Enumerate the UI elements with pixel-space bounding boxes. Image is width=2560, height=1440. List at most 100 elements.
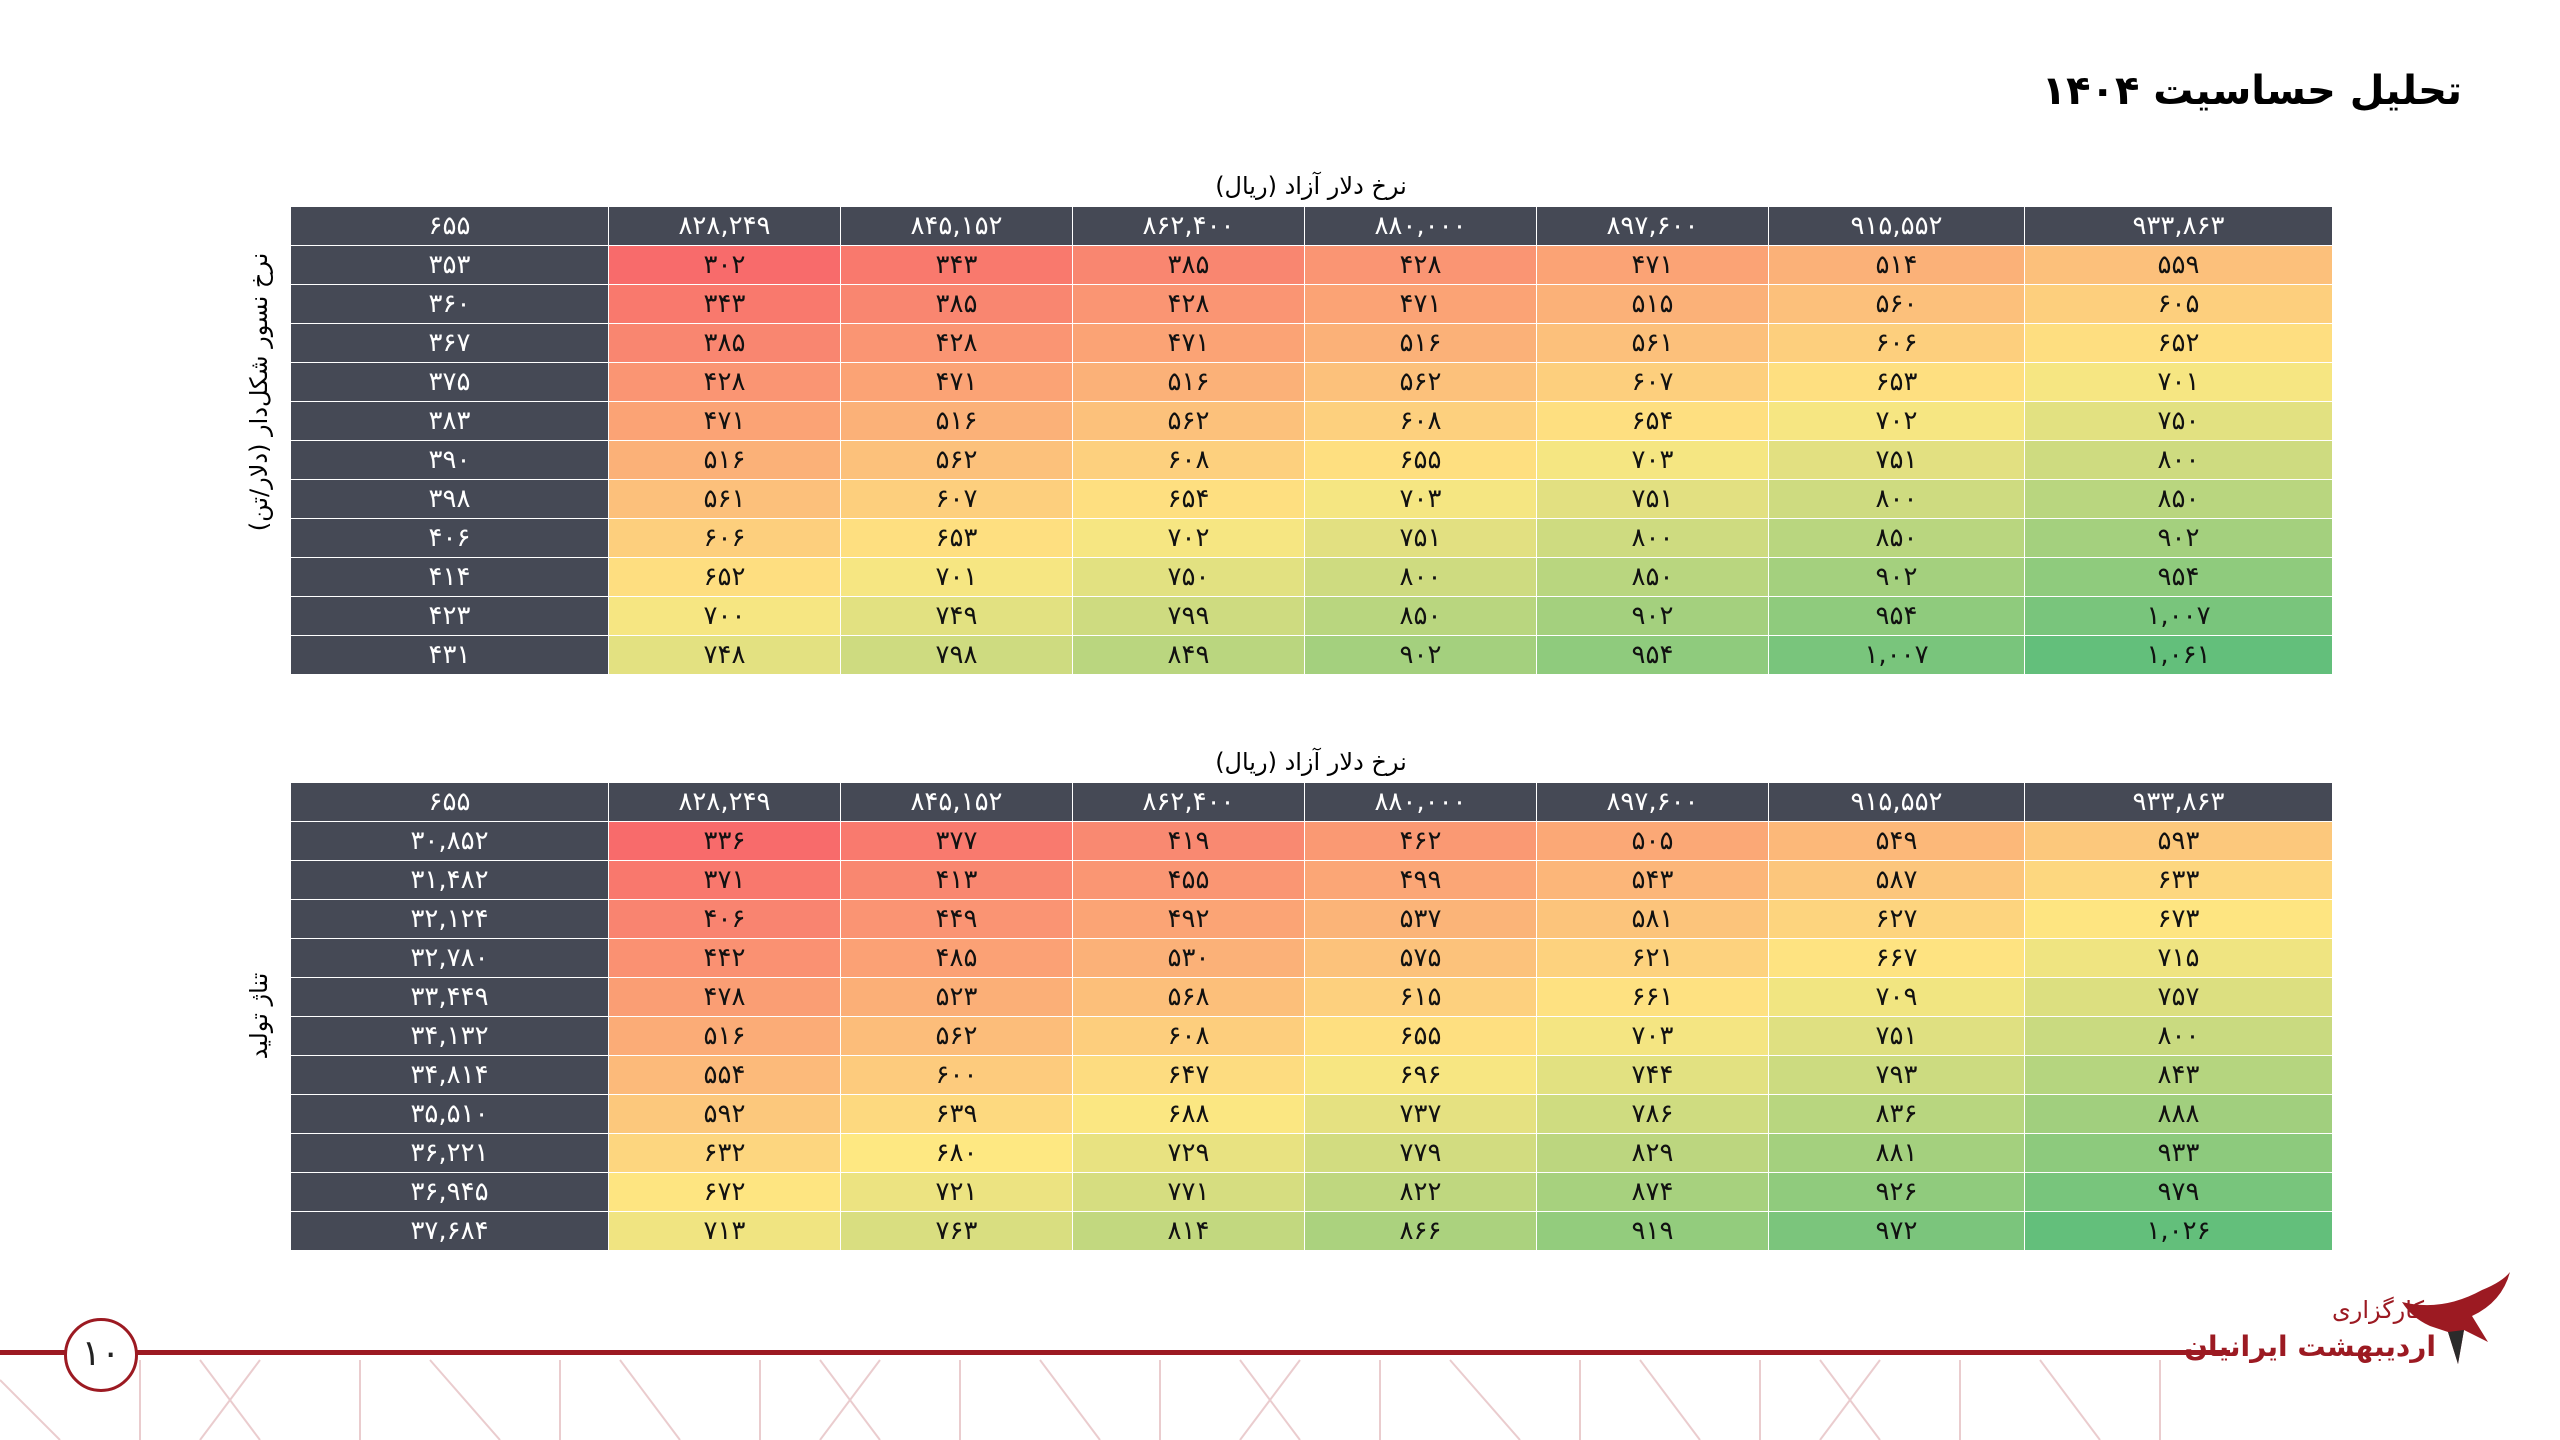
table-cell: ۳۸۵: [608, 323, 841, 363]
table-row: ۳۸۳ ۴۷۱ ۵۱۶ ۵۶۲ ۶۰۸ ۶۵۴ ۷۰۲ ۷۵۰: [290, 401, 2333, 441]
table-cell: ۴۹۲: [1072, 899, 1305, 939]
table-row: ۳۶,۹۴۵ ۶۷۲ ۷۲۱ ۷۷۱ ۸۲۲ ۸۷۴ ۹۲۶ ۹۷۹: [290, 1172, 2333, 1212]
table-cell: ۵۵۹: [2024, 245, 2333, 285]
row-header: ۳۳,۴۴۹: [290, 977, 609, 1017]
table-cell: ۴۶۲: [1304, 821, 1537, 861]
table-cell: ۷۵۷: [2024, 977, 2333, 1017]
table-cell: ۳۷۱: [608, 860, 841, 900]
table-cell: ۷۰۱: [2024, 362, 2333, 402]
table-cell: ۱,۰۶۱: [2024, 635, 2333, 675]
table-cell: ۷۵۱: [1304, 518, 1537, 558]
row-header: ۳۹۸: [290, 479, 609, 519]
table-row: ۳۶,۲۲۱ ۶۳۲ ۶۸۰ ۷۲۹ ۷۷۹ ۸۲۹ ۸۸۱ ۹۳۳: [290, 1133, 2333, 1173]
table-cell: ۸۰۰: [1536, 518, 1769, 558]
footer-decoration: [0, 1359, 2161, 1440]
table-cell: ۴۸۵: [840, 938, 1073, 978]
row-header: ۴۲۳: [290, 596, 609, 636]
table-cell: ۸۵۰: [1304, 596, 1537, 636]
row-header: ۳۴,۱۳۲: [290, 1016, 609, 1056]
table-cell: ۷۰۲: [1072, 518, 1305, 558]
table-1-caption: نرخ دلار آزاد (ریال): [1215, 172, 1407, 200]
table-cell: ۸۲۹: [1536, 1133, 1769, 1173]
column-header: ۸۴۵,۱۵۲: [840, 782, 1073, 822]
table-cell: ۶۰۰: [840, 1055, 1073, 1095]
table-cell: ۷۴۴: [1536, 1055, 1769, 1095]
footer-line: [0, 1350, 2230, 1355]
table-cell: ۸۴۹: [1072, 635, 1305, 675]
table-cell: ۱,۰۰۷: [2024, 596, 2333, 636]
table-cell: ۶۵۲: [608, 557, 841, 597]
column-header: ۸۶۲,۴۰۰: [1072, 782, 1305, 822]
table-row: ۳۶۰ ۳۴۳ ۳۸۵ ۴۲۸ ۴۷۱ ۵۱۵ ۵۶۰ ۶۰۵: [290, 284, 2333, 324]
table-cell: ۹۰۲: [1536, 596, 1769, 636]
table-cell: ۴۲۸: [1304, 245, 1537, 285]
table-cell: ۸۰۰: [1768, 479, 2025, 519]
table-cell: ۷۰۳: [1536, 440, 1769, 480]
sensitivity-table-2: ۶۵۵ ۸۲۸,۲۴۹ ۸۴۵,۱۵۲ ۸۶۲,۴۰۰ ۸۸۰,۰۰۰ ۸۹۷,۶۰۰ ۹۱…: [290, 782, 2333, 1251]
table-cell: ۷۰۰: [608, 596, 841, 636]
sensitivity-table-section-2: نرخ دلار آزاد (ریال) ۶۵۵ ۸۲۸,۲۴۹ ۸۴۵,۱۵۲ ۸۶…: [290, 742, 2333, 1251]
table-cell: ۹۷۹: [2024, 1172, 2333, 1212]
table-cell: ۷۷۱: [1072, 1172, 1305, 1212]
table-cell: ۵۱۵: [1536, 284, 1769, 324]
table-cell: ۶۲۷: [1768, 899, 2025, 939]
table-cell: ۹۰۲: [1768, 557, 2025, 597]
table-row: ۳۴,۱۳۲ ۵۱۶ ۵۶۲ ۶۰۸ ۶۵۵ ۷۰۳ ۷۵۱ ۸۰۰: [290, 1016, 2333, 1056]
table-row: ۳۵,۵۱۰ ۵۹۲ ۶۳۹ ۶۸۸ ۷۳۷ ۷۸۶ ۸۳۶ ۸۸۸: [290, 1094, 2333, 1134]
table-cell: ۸۵۰: [1536, 557, 1769, 597]
table-cell: ۶۳۹: [840, 1094, 1073, 1134]
row-header: ۳۵۳: [290, 245, 609, 285]
table-cell: ۶۲۱: [1536, 938, 1769, 978]
table-cell: ۷۵۱: [1768, 1016, 2025, 1056]
column-header: ۸۸۰,۰۰۰: [1304, 782, 1537, 822]
table-cell: ۵۱۶: [1304, 323, 1537, 363]
table-row: ۳۲,۱۲۴ ۴۰۶ ۴۴۹ ۴۹۲ ۵۳۷ ۵۸۱ ۶۲۷ ۶۷۳: [290, 899, 2333, 939]
page-title: تحلیل حساسیت ۱۴۰۴: [2041, 68, 2462, 114]
table-row: ۴۱۴ ۶۵۲ ۷۰۱ ۷۵۰ ۸۰۰ ۸۵۰ ۹۰۲ ۹۵۴: [290, 557, 2333, 597]
table-cell: ۶۷۲: [608, 1172, 841, 1212]
column-header: ۸۸۰,۰۰۰: [1304, 206, 1537, 246]
column-header: ۸۲۸,۲۴۹: [608, 782, 841, 822]
table-cell: ۶۸۸: [1072, 1094, 1305, 1134]
table-cell: ۵۹۲: [608, 1094, 841, 1134]
table-cell: ۷۴۸: [608, 635, 841, 675]
table-cell: ۵۴۳: [1536, 860, 1769, 900]
table-cell: ۷۳۷: [1304, 1094, 1537, 1134]
column-header: ۸۴۵,۱۵۲: [840, 206, 1073, 246]
table-cell: ۳۸۵: [840, 284, 1073, 324]
table-cell: ۶۵۴: [1536, 401, 1769, 441]
table-cell: ۸۲۲: [1304, 1172, 1537, 1212]
table-cell: ۵۳۰: [1072, 938, 1305, 978]
table-cell: ۵۶۲: [840, 1016, 1073, 1056]
table-cell: ۶۴۷: [1072, 1055, 1305, 1095]
table-cell: ۷۴۹: [840, 596, 1073, 636]
table-cell: ۵۱۴: [1768, 245, 2025, 285]
table-row: ۳۹۰ ۵۱۶ ۵۶۲ ۶۰۸ ۶۵۵ ۷۰۳ ۷۵۱ ۸۰۰: [290, 440, 2333, 480]
table-cell: ۹۲۶: [1768, 1172, 2025, 1212]
table-cell: ۸۸۸: [2024, 1094, 2333, 1134]
table-cell: ۴۷۸: [608, 977, 841, 1017]
row-header: ۳۱,۴۸۲: [290, 860, 609, 900]
table-cell: ۵۶۲: [1072, 401, 1305, 441]
row-header: ۴۰۶: [290, 518, 609, 558]
table-cell: ۵۵۴: [608, 1055, 841, 1095]
table-1-side-label: نرخ نسور شکل‌دار (دلار/تن): [245, 252, 273, 532]
table-cell: ۶۰۸: [1304, 401, 1537, 441]
table-cell: ۴۲۸: [840, 323, 1073, 363]
table-cell: ۴۵۵: [1072, 860, 1305, 900]
column-header: ۸۲۸,۲۴۹: [608, 206, 841, 246]
table-2-caption: نرخ دلار آزاد (ریال): [1215, 748, 1407, 776]
page-number: ۱۰: [64, 1318, 138, 1392]
table-cell: ۵۲۳: [840, 977, 1073, 1017]
table-row: ۳۲,۷۸۰ ۴۴۲ ۴۸۵ ۵۳۰ ۵۷۵ ۶۲۱ ۶۶۷ ۷۱۵: [290, 938, 2333, 978]
table-cell: ۶۱۵: [1304, 977, 1537, 1017]
row-header: ۳۶۷: [290, 323, 609, 363]
table-cell: ۸۸۱: [1768, 1133, 2025, 1173]
row-header: ۳۶,۲۲۱: [290, 1133, 609, 1173]
table-cell: ۷۰۳: [1304, 479, 1537, 519]
table-cell: ۷۸۶: [1536, 1094, 1769, 1134]
table-row: ۳۰,۸۵۲ ۳۳۶ ۳۷۷ ۴۱۹ ۴۶۲ ۵۰۵ ۵۴۹ ۵۹۳: [290, 821, 2333, 861]
table-cell: ۵۱۶: [840, 401, 1073, 441]
column-header: ۸۹۷,۶۰۰: [1536, 782, 1769, 822]
table-cell: ۴۷۱: [840, 362, 1073, 402]
